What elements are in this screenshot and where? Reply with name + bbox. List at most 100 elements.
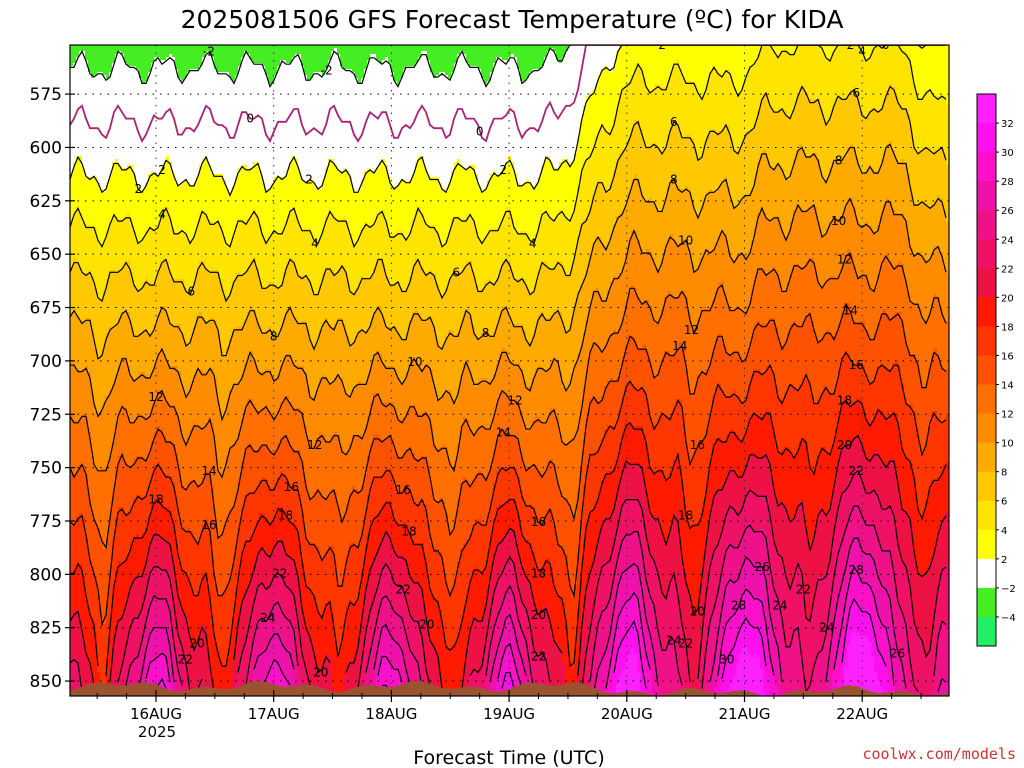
temperature-cell: [505, 207, 509, 259]
temperature-cell: [472, 480, 476, 526]
temperature-cell: [583, 279, 587, 334]
temperature-cell: [865, 276, 869, 331]
temperature-cell: [229, 447, 233, 511]
credit-link[interactable]: coolwx.com/models: [862, 745, 1016, 763]
temperature-cell: [628, 81, 632, 139]
temperature-cell: [670, 414, 674, 472]
temperature-cell: [406, 66, 410, 184]
temperature-cell: [778, 279, 782, 343]
temperature-cell: [775, 501, 779, 550]
temperature-cell: [826, 45, 830, 61]
temperature-cell: [208, 471, 212, 529]
temperature-cell: [70, 267, 74, 313]
temperature-cell: [703, 372, 707, 439]
temperature-cell: [898, 492, 902, 553]
temperature-cell: [448, 183, 452, 232]
temperature-cell: [778, 657, 782, 696]
temperature-cell: [262, 372, 266, 409]
temperature-cell: [364, 552, 368, 592]
temperature-cell: [142, 189, 146, 238]
temperature-cell: [292, 261, 296, 316]
temperature-cell: [355, 489, 359, 547]
temperature-cell: [874, 375, 878, 415]
temperature-cell: [610, 282, 614, 334]
temperature-cell: [343, 324, 347, 391]
temperature-cell: [226, 246, 230, 298]
temperature-cell: [523, 426, 527, 466]
temperature-cell: [121, 507, 125, 565]
temperature-cell: [853, 402, 857, 439]
temperature-cell: [133, 381, 137, 421]
temperature-cell: [112, 162, 116, 217]
temperature-cell: [721, 528, 725, 568]
temperature-cell: [451, 645, 455, 696]
temperature-cell: [553, 45, 557, 52]
temperature-cell: [253, 408, 257, 451]
temperature-cell: [547, 45, 551, 52]
temperature-cell: [832, 579, 836, 625]
temperature-cell: [919, 378, 923, 451]
temperature-cell: [196, 315, 200, 370]
temperature-cell: [484, 525, 488, 568]
temperature-cell: [517, 648, 521, 679]
temperature-cell: [640, 426, 644, 466]
temperature-cell: [877, 651, 881, 682]
temperature-cell: [130, 327, 134, 379]
temperature-cell: [199, 369, 203, 430]
temperature-cell: [121, 54, 125, 169]
temperature-cell: [754, 531, 758, 565]
temperature-cell: [385, 561, 389, 595]
temperature-cell: [613, 225, 617, 277]
temperature-cell: [757, 417, 761, 460]
temperature-cell: [592, 195, 596, 244]
temperature-cell: [244, 591, 248, 640]
temperature-cell: [76, 156, 80, 208]
temperature-cell: [214, 45, 218, 70]
temperature-cell: [250, 216, 254, 262]
temperature-cell: [871, 624, 875, 658]
temperature-cell: [280, 177, 284, 235]
temperature-cell: [571, 597, 575, 670]
temperature-cell: [508, 612, 512, 643]
temperature-cell: [154, 399, 158, 433]
temperature-cell: [199, 165, 203, 214]
temperature-cell: [904, 108, 908, 163]
temperature-cell: [697, 93, 701, 160]
temperature-cell: [331, 489, 335, 547]
temperature-cell: [679, 465, 683, 541]
temperature-cell: [352, 243, 356, 295]
temperature-cell: [610, 378, 614, 427]
contour-label: 12: [507, 393, 522, 407]
temperature-cell: [193, 282, 197, 328]
temperature-cell: [646, 501, 650, 544]
temperature-cell: [226, 657, 230, 696]
temperature-cell: [859, 399, 863, 439]
temperature-cell: [409, 321, 413, 364]
temperature-cell: [841, 447, 845, 493]
temperature-cell: [532, 240, 536, 292]
temperature-cell: [124, 357, 128, 409]
temperature-cell: [748, 66, 752, 133]
temperature-cell: [322, 660, 326, 696]
temperature-cell: [190, 531, 194, 589]
temperature-cell: [580, 285, 584, 346]
temperature-cell: [502, 504, 506, 538]
temperature-cell: [142, 330, 146, 373]
temperature-cell: [838, 96, 842, 160]
contour-label: 18: [837, 393, 852, 407]
temperature-cell: [487, 588, 491, 622]
temperature-cell: [304, 45, 308, 76]
temperature-cell: [679, 540, 683, 616]
temperature-cell: [388, 45, 392, 64]
temperature-cell: [700, 441, 704, 514]
y-tick-label: 650: [30, 245, 62, 265]
temperature-cell: [367, 618, 371, 661]
temperature-cell: [118, 366, 122, 412]
temperature-cell: [370, 45, 374, 55]
temperature-cell: [595, 84, 599, 136]
temperature-cell: [547, 510, 551, 559]
temperature-cell: [85, 474, 89, 538]
temperature-cell: [853, 147, 857, 208]
temperature-cell: [880, 108, 884, 166]
